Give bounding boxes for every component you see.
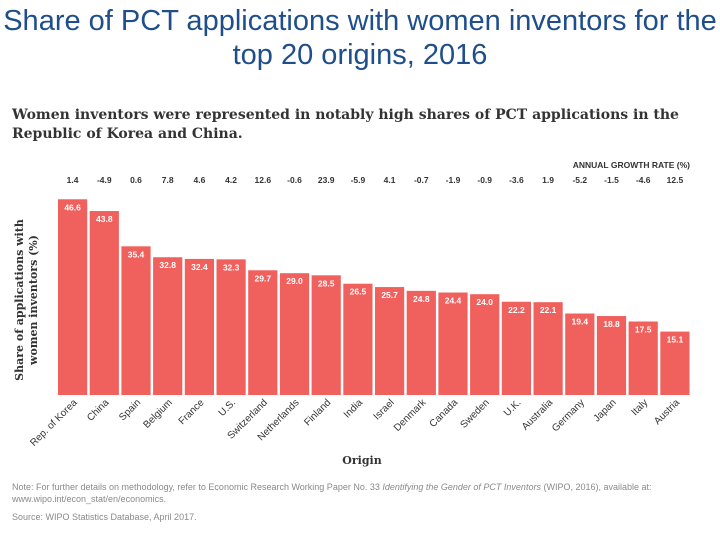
bar xyxy=(596,316,627,395)
bar xyxy=(565,313,595,395)
growth-rate-header: ANNUAL GROWTH RATE (%) xyxy=(573,160,690,170)
growth-rate-label: -4.6 xyxy=(636,175,651,185)
bar xyxy=(58,199,88,395)
methodology-note: Note: For further details on methodology… xyxy=(12,481,712,505)
bar xyxy=(470,294,500,395)
growth-rate-label: -0.9 xyxy=(477,175,492,185)
bar-value-label: 29.0 xyxy=(286,276,303,286)
growth-rate-label: 4.2 xyxy=(225,175,237,185)
bar-value-label: 26.5 xyxy=(350,287,367,297)
x-tick-label: Germany xyxy=(550,397,587,434)
bar-value-label: 32.8 xyxy=(159,260,176,270)
bar-value-label: 17.5 xyxy=(635,325,652,335)
bar xyxy=(216,259,246,395)
x-tick-label: U.K. xyxy=(502,397,524,419)
x-axis-label: Origin xyxy=(342,454,381,467)
bar-value-label: 29.7 xyxy=(255,273,272,283)
bars: 46.6 43.8 35.4 32.8 32.4 32.3 29.7 29.0 28.5 26.5… xyxy=(58,199,690,395)
growth-rate-label: -0.6 xyxy=(287,175,302,185)
source-note: Source: WIPO Statistics Database, April … xyxy=(12,512,197,522)
bar-value-label: 19.4 xyxy=(572,317,589,327)
x-tick-label: Rep. of Korea xyxy=(28,397,80,449)
bar-value-label: 24.8 xyxy=(413,294,430,304)
growth-rate-label: -1.9 xyxy=(446,175,461,185)
growth-rate-label: 4.6 xyxy=(193,175,205,185)
x-tick-label: India xyxy=(342,397,365,420)
bar xyxy=(248,270,278,395)
bar xyxy=(406,290,436,395)
bar xyxy=(375,287,405,395)
bar xyxy=(343,283,373,395)
bar xyxy=(533,302,563,395)
x-tick-label: Austria xyxy=(652,397,682,427)
x-tick-label: Japan xyxy=(592,397,619,424)
growth-rate-label: -3.6 xyxy=(509,175,524,185)
growth-rate-label: 4.1 xyxy=(384,175,396,185)
growth-rate-label: -1.5 xyxy=(604,175,619,185)
growth-rate-label: -4.9 xyxy=(97,175,112,185)
bar xyxy=(279,273,310,395)
x-tick-label: Belgium xyxy=(141,397,174,430)
bar xyxy=(153,257,183,395)
growth-rate-label: 7.8 xyxy=(162,175,174,185)
bar xyxy=(438,292,468,395)
bar xyxy=(311,275,341,395)
x-tick-label: Finland xyxy=(302,397,333,428)
bar-value-label: 32.3 xyxy=(223,262,240,272)
bar xyxy=(660,331,690,395)
x-tick-label: Canada xyxy=(428,397,461,430)
note-prefix: Note: For further details on methodology… xyxy=(12,482,383,492)
bar-value-label: 18.8 xyxy=(603,319,620,329)
bar xyxy=(184,258,214,395)
bar-value-label: 35.4 xyxy=(128,249,145,259)
bar-chart: 1.4 -4.9 0.6 7.8 4.6 4.2 12.6 -0.6 23.9 -5.9 4.1 -0… xyxy=(13,160,690,467)
chart-subtitle: Women inventors were represented in nota… xyxy=(12,107,679,142)
y-axis-label: Share of applications withwomen inventor… xyxy=(13,219,40,381)
growth-rate-label: 23.9 xyxy=(318,175,335,185)
x-tick-label: Denmark xyxy=(392,397,429,434)
bar-value-label: 43.8 xyxy=(96,214,113,224)
growth-rate-label: 0.6 xyxy=(130,175,142,185)
bar-value-label: 24.0 xyxy=(476,297,493,307)
bar-value-label: 22.1 xyxy=(540,305,557,315)
growth-rate-label: 12.5 xyxy=(667,175,684,185)
bar-value-label: 22.2 xyxy=(508,305,525,315)
bar-value-label: 24.4 xyxy=(445,296,462,306)
growth-rate-label: 12.6 xyxy=(255,175,272,185)
x-tick-label: China xyxy=(85,397,112,424)
bar-value-label: 28.5 xyxy=(318,278,335,288)
bar xyxy=(89,211,119,395)
x-tick-label: Italy xyxy=(630,397,651,418)
bar-value-label: 15.1 xyxy=(667,335,684,345)
x-tick-label: France xyxy=(177,397,207,427)
x-tick-label: Spain xyxy=(117,397,143,423)
note-suffix: (WIPO, 2016), available at: www.wipo.int… xyxy=(12,482,652,504)
bar xyxy=(628,321,658,395)
bar-value-label: 32.4 xyxy=(191,262,208,272)
bar xyxy=(121,246,151,395)
growth-rate-label: -5.9 xyxy=(351,175,366,185)
x-tick-label: U.S. xyxy=(217,397,239,419)
growth-rate-label: -0.7 xyxy=(414,175,429,185)
bar-value-label: 46.6 xyxy=(64,202,81,212)
bar xyxy=(501,301,531,395)
slide-title: Share of PCT applications with women inv… xyxy=(3,5,717,71)
bar-value-label: 25.7 xyxy=(381,290,398,300)
growth-rate-row: 1.4 -4.9 0.6 7.8 4.6 4.2 12.6 -0.6 23.9 -5.9 4.1 -0… xyxy=(67,175,684,185)
growth-rate-label: 1.9 xyxy=(542,175,554,185)
x-tick-label: Israel xyxy=(372,397,397,422)
growth-rate-label: -5.2 xyxy=(572,175,587,185)
x-tick-label: Sweden xyxy=(458,397,491,430)
note-paper-title: Identifying the Gender of PCT Inventors xyxy=(382,482,541,492)
growth-rate-label: 1.4 xyxy=(67,175,79,185)
